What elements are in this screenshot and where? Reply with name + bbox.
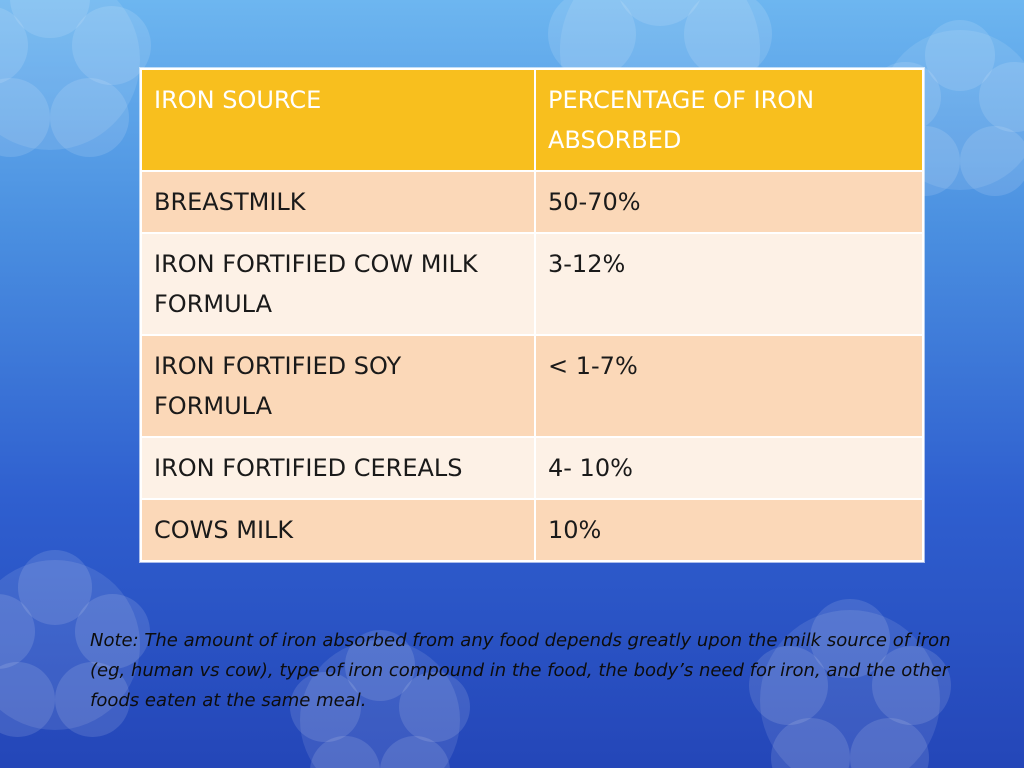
table-row: IRON FORTIFIED COW MILK FORMULA 3-12% — [140, 232, 924, 336]
footnote-text: Note: The amount of iron absorbed from a… — [90, 630, 951, 711]
table-row: BREASTMILK 50-70% — [140, 170, 924, 234]
iron-absorption-table: IRON SOURCE PERCENTAGE OF IRON ABSORBED … — [140, 68, 924, 562]
table-row: IRON FORTIFIED SOY FORMULA < 1-7% — [140, 334, 924, 438]
cell-percentage: < 1-7% — [534, 334, 924, 438]
cell-percentage: 4- 10% — [534, 436, 924, 500]
cell-iron-source: COWS MILK — [140, 498, 536, 562]
header-iron-source: IRON SOURCE — [140, 68, 536, 172]
cell-percentage: 3-12% — [534, 232, 924, 336]
table-header-row: IRON SOURCE PERCENTAGE OF IRON ABSORBED — [140, 68, 924, 172]
cell-percentage: 50-70% — [534, 170, 924, 234]
cell-iron-source: IRON FORTIFIED CEREALS — [140, 436, 536, 500]
cell-iron-source: IRON FORTIFIED COW MILK FORMULA — [140, 232, 536, 336]
cell-percentage: 10% — [534, 498, 924, 562]
table-row: IRON FORTIFIED CEREALS 4- 10% — [140, 436, 924, 500]
table-row: COWS MILK 10% — [140, 498, 924, 562]
cell-iron-source: IRON FORTIFIED SOY FORMULA — [140, 334, 536, 438]
flower-decoration — [0, 0, 151, 158]
header-percentage-absorbed: PERCENTAGE OF IRON ABSORBED — [534, 68, 924, 172]
flower-decoration — [0, 549, 151, 737]
flower-decoration — [290, 630, 470, 768]
flower-decoration — [749, 599, 951, 768]
cell-iron-source: BREASTMILK — [140, 170, 536, 234]
